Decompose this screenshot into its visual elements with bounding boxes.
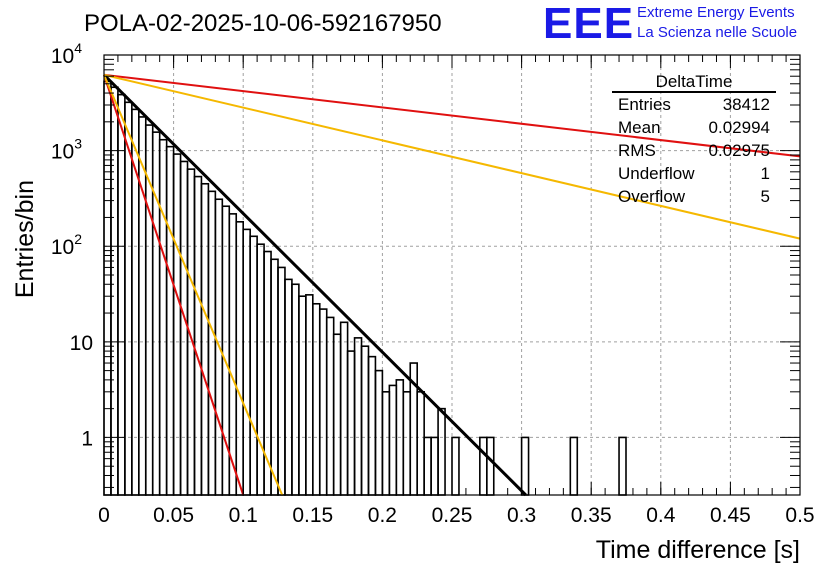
y-tick-exponent: 4 xyxy=(74,40,82,56)
histogram-bin xyxy=(388,384,398,496)
stats-label: Mean xyxy=(618,118,661,137)
stats-value: 38412 xyxy=(723,95,770,114)
x-tick-label: 0.05 xyxy=(153,504,194,527)
stats-label: Overflow xyxy=(618,187,686,206)
y-tick-label: 103 xyxy=(51,136,82,164)
histogram-bin xyxy=(402,391,412,496)
y-tick-exponent: 2 xyxy=(74,231,82,247)
logo-line-2: La Scienza nelle Scuole xyxy=(637,24,798,41)
fit-line-orange-shallow xyxy=(103,73,801,240)
stats-value: 0.02975 xyxy=(709,141,770,160)
stats-rows: Entries 38412 Mean 0.02994 RMS 0.02975 Underfl… xyxy=(618,95,770,206)
histogram-bin xyxy=(291,283,300,496)
stats-value: 1 xyxy=(761,164,770,183)
histogram-bin xyxy=(353,337,363,496)
histogram-bin xyxy=(165,145,175,496)
x-tick-label: 0.4 xyxy=(646,504,676,527)
histogram-bin xyxy=(151,131,161,496)
histogram-bin xyxy=(339,321,349,496)
x-tick-label: 0.25 xyxy=(432,504,473,527)
y-tick-label: 104 xyxy=(51,40,82,68)
stats-value: 0.02994 xyxy=(709,118,770,137)
y-tick-exponent: 3 xyxy=(74,136,82,152)
y-tick-label: 1 xyxy=(81,427,93,450)
histogram-bin xyxy=(200,182,210,496)
histogram-bin xyxy=(485,436,495,496)
x-tick-label: 0.15 xyxy=(292,504,333,527)
histogram-bin xyxy=(235,221,245,496)
x-tick-label: 0.1 xyxy=(229,504,258,527)
histogram-bin xyxy=(158,138,168,496)
x-tick-label: 0 xyxy=(98,504,110,527)
stats-label: RMS xyxy=(618,141,656,160)
fit-curves xyxy=(102,73,801,497)
histogram-bin xyxy=(430,436,439,496)
histogram-bin xyxy=(332,333,342,496)
fit-line-red-steep xyxy=(103,74,245,496)
stats-label: Entries xyxy=(618,95,671,114)
histogram-bin xyxy=(618,436,627,496)
x-tick-label: 0.5 xyxy=(785,504,814,527)
logo-line-1: Extreme Energy Events xyxy=(637,4,795,21)
histogram-bin xyxy=(277,266,286,496)
y-tick-base: 10 xyxy=(51,236,74,259)
x-tick-label: 0.3 xyxy=(507,504,536,527)
histogram-bin xyxy=(172,153,182,496)
histogram-bin xyxy=(416,391,425,496)
histogram-bin xyxy=(249,235,258,496)
histogram-bin xyxy=(124,101,133,496)
histogram-bin xyxy=(117,93,126,496)
histogram-bin xyxy=(381,391,391,496)
fit-line-fit xyxy=(102,73,527,497)
stats-label: Underflow xyxy=(618,164,695,183)
x-tick-labels: 0 0.05 0.1 0.15 0.2 0.25 0.3 0.35 0.4 0.45 0.5 xyxy=(98,504,814,527)
x-tick-label: 0.2 xyxy=(368,504,397,527)
histogram-bin xyxy=(193,175,203,496)
histogram-bin xyxy=(256,243,265,496)
histogram-bin xyxy=(520,436,530,496)
histogram-bin xyxy=(374,369,384,496)
histogram-bin xyxy=(451,436,460,496)
stats-value: 5 xyxy=(761,187,770,206)
histogram-bin xyxy=(367,355,377,496)
y-axis-label: Entries/bin xyxy=(11,180,39,298)
histogram-bin xyxy=(284,278,293,496)
histogram-bin xyxy=(325,316,335,496)
histogram-bin xyxy=(298,295,307,496)
histogram-bin xyxy=(228,213,238,496)
chart-title: POLA-02-2025-10-06-592167950 xyxy=(84,10,442,37)
y-tick-label: 10 xyxy=(70,332,93,355)
histogram-bin xyxy=(207,190,217,496)
histogram-bin xyxy=(103,80,112,496)
histogram-bin xyxy=(179,160,189,496)
y-tick-base: 10 xyxy=(51,141,74,164)
histogram-bin xyxy=(346,350,356,496)
histogram-bin xyxy=(270,258,279,496)
histogram-bin xyxy=(479,436,488,496)
histogram-bin xyxy=(305,294,314,496)
x-tick-label: 0.35 xyxy=(571,504,612,527)
stats-name: DeltaTime xyxy=(656,72,733,91)
fit-line-red-shallow xyxy=(103,73,801,158)
axis-ticks xyxy=(103,54,801,495)
x-tick-label: 0.45 xyxy=(710,504,751,527)
histogram-bin xyxy=(110,86,119,496)
histogram-bin xyxy=(437,407,446,496)
histogram-bin xyxy=(423,436,432,496)
x-axis-label: Time difference [s] xyxy=(596,536,800,564)
y-tick-base: 10 xyxy=(51,45,74,68)
stats-box: DeltaTime Entries 38412 Mean 0.02994 RMS 0.02… xyxy=(612,72,776,206)
histogram xyxy=(103,80,627,496)
histogram-bin xyxy=(311,302,321,496)
histogram-bin xyxy=(360,345,370,496)
eee-logo: EEE xyxy=(543,0,635,48)
histogram-bin xyxy=(318,308,328,496)
fit-line-orange-steep xyxy=(103,74,284,496)
histogram-bin xyxy=(569,436,579,496)
histogram-bin xyxy=(138,116,147,496)
histogram-bin xyxy=(242,228,251,496)
y-tick-label: 102 xyxy=(51,231,82,259)
